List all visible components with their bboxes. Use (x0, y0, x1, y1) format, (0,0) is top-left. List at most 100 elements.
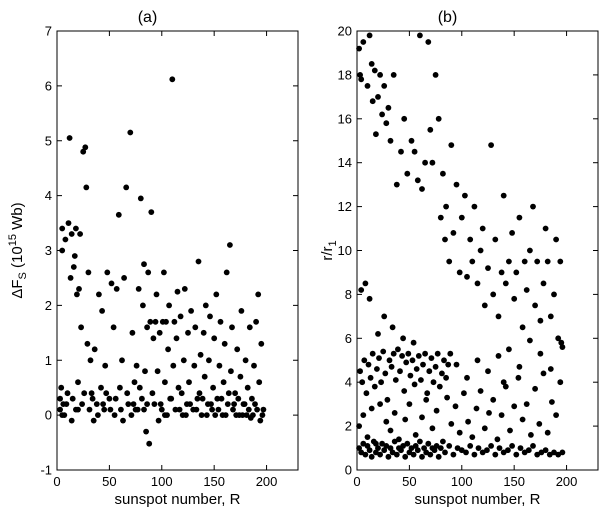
data-point (106, 395, 113, 402)
data-point (177, 313, 184, 320)
data-point (465, 418, 471, 425)
data-point (411, 148, 418, 155)
data-point (366, 32, 373, 39)
data-point (357, 368, 363, 375)
data-point (523, 287, 530, 293)
data-point (103, 390, 110, 397)
data-point (477, 247, 484, 254)
data-point (461, 390, 467, 397)
data-point (437, 214, 444, 221)
data-point (358, 287, 365, 293)
data-point (435, 453, 442, 460)
data-point (488, 443, 494, 449)
data-point (197, 351, 204, 358)
data-point (253, 318, 259, 325)
y-tick-label: 1 (45, 353, 52, 368)
data-point (162, 379, 168, 386)
y-tick-label: -1 (40, 463, 52, 478)
data-point (474, 357, 481, 364)
data-point (83, 184, 90, 191)
data-point (62, 236, 69, 243)
data-point (90, 417, 97, 424)
data-point (511, 295, 518, 302)
data-point (383, 120, 390, 127)
data-point (101, 406, 108, 413)
data-point (362, 280, 369, 287)
y-tick-label: 2 (45, 298, 52, 313)
data-point (99, 308, 105, 314)
y-tick-label: 7 (45, 24, 52, 39)
data-point (371, 383, 378, 390)
data-point (366, 295, 373, 302)
data-point (559, 449, 566, 456)
data-point (381, 83, 388, 89)
data-point (401, 388, 408, 394)
data-point (200, 329, 207, 336)
data-point (387, 445, 394, 451)
data-point (174, 288, 181, 295)
data-point (391, 438, 398, 445)
data-point (530, 443, 536, 449)
data-point (479, 225, 486, 232)
data-point (73, 225, 79, 232)
data-point (178, 390, 185, 397)
data-point (377, 401, 383, 407)
data-point (436, 383, 443, 390)
data-point (492, 451, 499, 458)
data-point (523, 401, 530, 407)
x-tick-label: 150 (203, 474, 225, 489)
data-point (360, 39, 367, 45)
data-point (208, 401, 214, 407)
data-point (434, 350, 441, 357)
data-point (80, 148, 87, 155)
data-point (128, 412, 135, 418)
data-point (144, 324, 151, 331)
data-point (443, 374, 449, 381)
data-point (376, 355, 382, 361)
data-point (131, 379, 138, 386)
y-tick-label: 18 (338, 67, 352, 82)
data-point (187, 401, 194, 407)
data-point (407, 372, 414, 379)
data-point (500, 192, 507, 199)
data-point (67, 275, 74, 281)
y-axis-label-sup: 15 (7, 234, 19, 246)
y-tick-label: 16 (338, 111, 352, 126)
data-point (258, 340, 265, 347)
data-point (429, 159, 436, 166)
plot-frame (356, 30, 599, 471)
data-point (387, 137, 394, 144)
y-tick-label: 0 (45, 408, 52, 423)
data-point (384, 396, 391, 403)
data-point (432, 72, 439, 78)
x-tick-label: 0 (53, 474, 60, 489)
data-point (542, 447, 549, 454)
data-point (542, 225, 549, 232)
data-point (471, 203, 478, 210)
data-point (155, 417, 162, 424)
data-point (419, 453, 425, 460)
data-point (511, 403, 518, 410)
data-point (390, 350, 397, 357)
y-tick-label: 12 (338, 199, 352, 214)
data-point (238, 308, 245, 314)
data-point (216, 362, 223, 369)
data-point (239, 412, 246, 418)
data-point (162, 412, 168, 418)
y-tick-label: 20 (338, 24, 352, 39)
y-tick-label: 4 (345, 375, 352, 390)
data-point (405, 350, 412, 357)
data-point (256, 379, 263, 386)
x-tick-label: 150 (503, 474, 525, 489)
data-point (400, 335, 406, 342)
data-point (513, 269, 520, 276)
data-point (252, 401, 258, 407)
data-point (402, 416, 409, 423)
data-point (158, 406, 165, 413)
data-point (426, 368, 433, 375)
data-point (469, 434, 476, 440)
data-point (145, 269, 152, 276)
data-point (385, 104, 392, 111)
